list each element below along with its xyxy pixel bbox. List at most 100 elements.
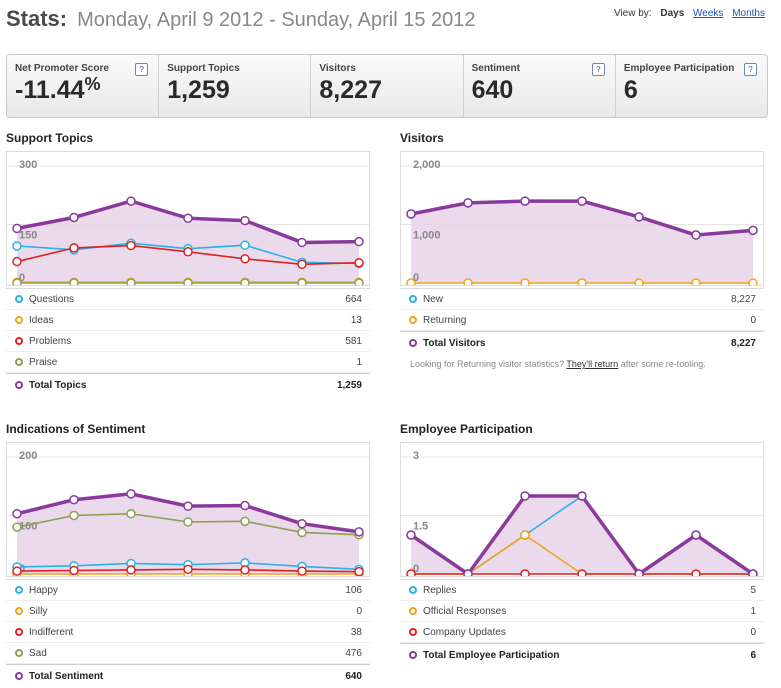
data-point (297, 237, 307, 248)
employee-chart: 0 1.5 3 (400, 442, 764, 577)
kpi-value: 8,227 (319, 76, 382, 104)
help-icon[interactable]: ? (591, 63, 605, 76)
data-point (691, 278, 701, 285)
data-point (12, 256, 22, 267)
data-point (126, 565, 136, 575)
data-point (240, 215, 250, 226)
data-point (240, 500, 250, 511)
data-point (69, 212, 79, 223)
series-color-icon (409, 607, 417, 615)
legend-row[interactable]: Company Updates 0 (400, 622, 764, 643)
data-point (577, 569, 587, 576)
kpi-employee-participation: Employee Participation 6 ? (614, 55, 767, 117)
legend-row[interactable]: Happy 106 (6, 580, 370, 601)
data-point (634, 278, 644, 285)
kpi-visitors: Visitors 8,227 (310, 55, 462, 117)
data-point (126, 508, 136, 519)
series-color-icon (15, 672, 23, 680)
legend-row[interactable]: Questions 664 (6, 289, 370, 310)
visitors-legend: New 8,227 Returning 0 Total Visitors 8,227 (400, 288, 764, 354)
legend-row[interactable]: Problems 581 (6, 331, 370, 352)
total-value: 6 (750, 649, 756, 661)
legend-total-row[interactable]: Total Employee Participation 6 (400, 643, 764, 666)
legend-total-row[interactable]: Total Visitors 8,227 (400, 331, 764, 354)
series-color-icon (15, 295, 23, 303)
view-by-label: View by: (613, 8, 652, 19)
legend-row[interactable]: Returning 0 (400, 310, 764, 331)
series-name: New (423, 293, 444, 305)
series-value: 581 (345, 335, 362, 347)
data-point (183, 517, 193, 527)
series-name: Indifferent (29, 626, 74, 638)
view-by-weeks-link[interactable]: Weeks (693, 8, 724, 19)
series-color-icon (15, 628, 23, 636)
visitors-chart: 0 1,000 2,000 (400, 151, 764, 286)
legend-row[interactable]: Silly 0 (6, 601, 370, 622)
legend-row[interactable]: Ideas 13 (6, 310, 370, 331)
series-name: Problems (29, 335, 72, 347)
series-name: Questions (29, 293, 75, 305)
data-point (12, 241, 22, 251)
kpi-value: 6 (623, 76, 638, 104)
data-point (406, 569, 416, 576)
data-point (183, 213, 193, 224)
data-point (354, 257, 364, 268)
returning-visitors-note: Looking for Returning visitor statistics… (410, 359, 706, 369)
legend-row[interactable]: Indifferent 38 (6, 622, 370, 643)
legend-row[interactable]: Replies 5 (400, 580, 764, 601)
series-name: Praise (29, 356, 58, 368)
legend-row[interactable]: Official Responses 1 (400, 601, 764, 622)
kpi-label: Net Promoter Score (15, 63, 109, 74)
legend-row[interactable]: Praise 1 (6, 352, 370, 373)
series-value: 0 (356, 605, 362, 617)
series-name: Ideas (29, 314, 54, 326)
data-point (69, 565, 79, 576)
visitors-plot: 0 1,000 2,000 (401, 159, 763, 285)
help-icon[interactable]: ? (744, 63, 758, 76)
series-value: 13 (350, 314, 362, 326)
series-value: 8,227 (730, 293, 756, 305)
page-header: Stats: Monday, April 9 2012 - Sunday, Ap… (6, 6, 476, 32)
series-color-icon (409, 295, 417, 303)
series-value: 106 (345, 584, 362, 596)
data-point (748, 278, 758, 285)
data-point (577, 196, 587, 206)
kpi-support-topics: Support Topics 1,259 (158, 55, 310, 117)
theyll-return-link[interactable]: They'll return (566, 359, 619, 369)
data-point (12, 278, 22, 285)
data-point (12, 223, 22, 234)
total-value: 8,227 (730, 337, 756, 349)
total-area (17, 201, 359, 283)
series-color-icon (15, 586, 23, 594)
y-tick-label: 300 (19, 159, 37, 171)
series-color-icon (15, 316, 23, 324)
series-color-icon (15, 607, 23, 615)
legend-total-row[interactable]: Total Sentiment 640 (6, 664, 370, 687)
support-topics-panel: Support Topics 0 150 300 Questions 664 Ideas… (6, 131, 370, 391)
legend-total-row[interactable]: Total Topics 1,259 (6, 373, 370, 396)
series-name: Happy (29, 584, 58, 596)
view-by-switcher: View by: Days Weeks Months (608, 8, 765, 19)
data-point (463, 569, 473, 576)
data-point (240, 516, 250, 527)
view-by-days[interactable]: Days (660, 8, 685, 19)
employee-panel: Employee Participation 0 1.5 3 Replies 5 Off… (400, 422, 764, 661)
data-point (354, 278, 364, 285)
series-color-icon (15, 337, 23, 345)
kpi-value: -11.44% (15, 74, 101, 104)
data-point (463, 198, 473, 208)
legend-row[interactable]: Sad 476 (6, 643, 370, 664)
legend-row[interactable]: New 8,227 (400, 289, 764, 310)
data-point (126, 196, 136, 206)
data-point (297, 259, 307, 270)
data-point (183, 501, 193, 511)
help-icon[interactable]: ? (135, 63, 149, 76)
y-tick-label: 0 (413, 563, 419, 575)
data-point (126, 278, 136, 285)
series-value: 476 (345, 647, 362, 659)
series-name: Company Updates (423, 626, 506, 638)
view-by-months-link[interactable]: Months (732, 8, 765, 19)
data-point (297, 527, 307, 538)
series-color-icon (15, 381, 23, 389)
panel-title: Employee Participation (400, 422, 533, 436)
